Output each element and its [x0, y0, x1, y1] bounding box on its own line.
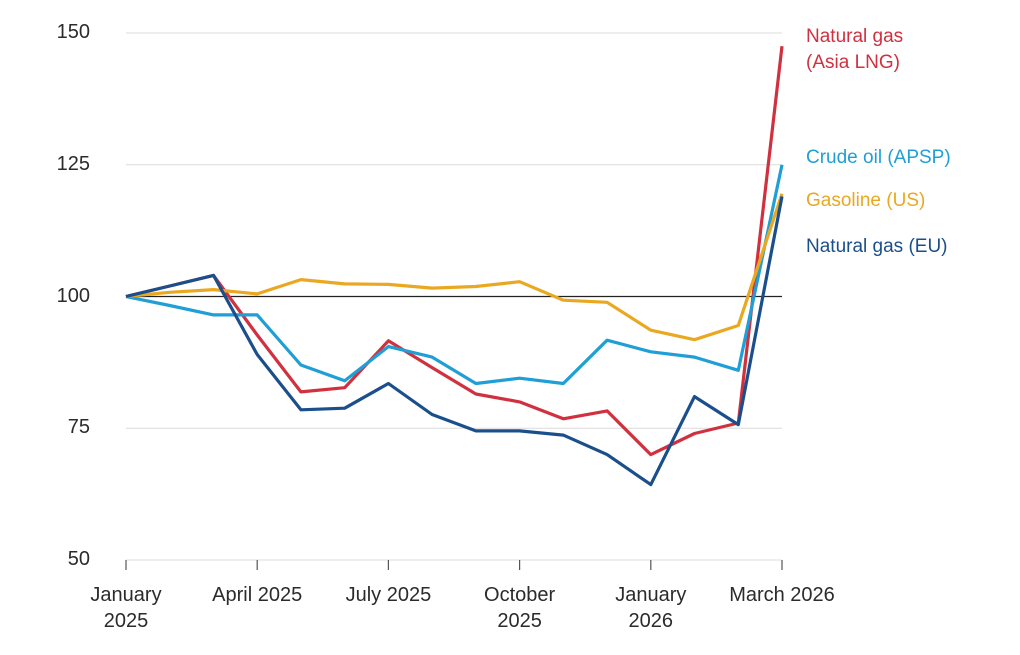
- y-tick-label: 50: [67, 548, 90, 570]
- series-line: [125, 164, 784, 386]
- y-tick-label: 75: [67, 416, 90, 439]
- series-line: [125, 193, 784, 342]
- x-tick-label: March 2026: [729, 584, 835, 606]
- x-tick-label: July 2025: [345, 584, 432, 606]
- x-tick-label: April 2025: [212, 584, 303, 606]
- x-tick-label: October 2025: [484, 584, 556, 632]
- y-tick-label: 100: [56, 284, 90, 307]
- legend-entry: Crude oil (APSP): [806, 147, 951, 168]
- legend-entry: Gasoline (US): [806, 190, 926, 211]
- legend-entry: Natural gas (Asia LNG): [806, 26, 904, 73]
- legend-entry: Natural gas (EU): [806, 236, 948, 257]
- series-line: [125, 196, 784, 487]
- x-tick-label: January 2025: [90, 584, 162, 632]
- y-tick-label: 125: [56, 152, 90, 175]
- series-line: [125, 46, 784, 457]
- y-tick-label: 150: [56, 21, 90, 43]
- x-tick-label: January 2026: [615, 584, 687, 632]
